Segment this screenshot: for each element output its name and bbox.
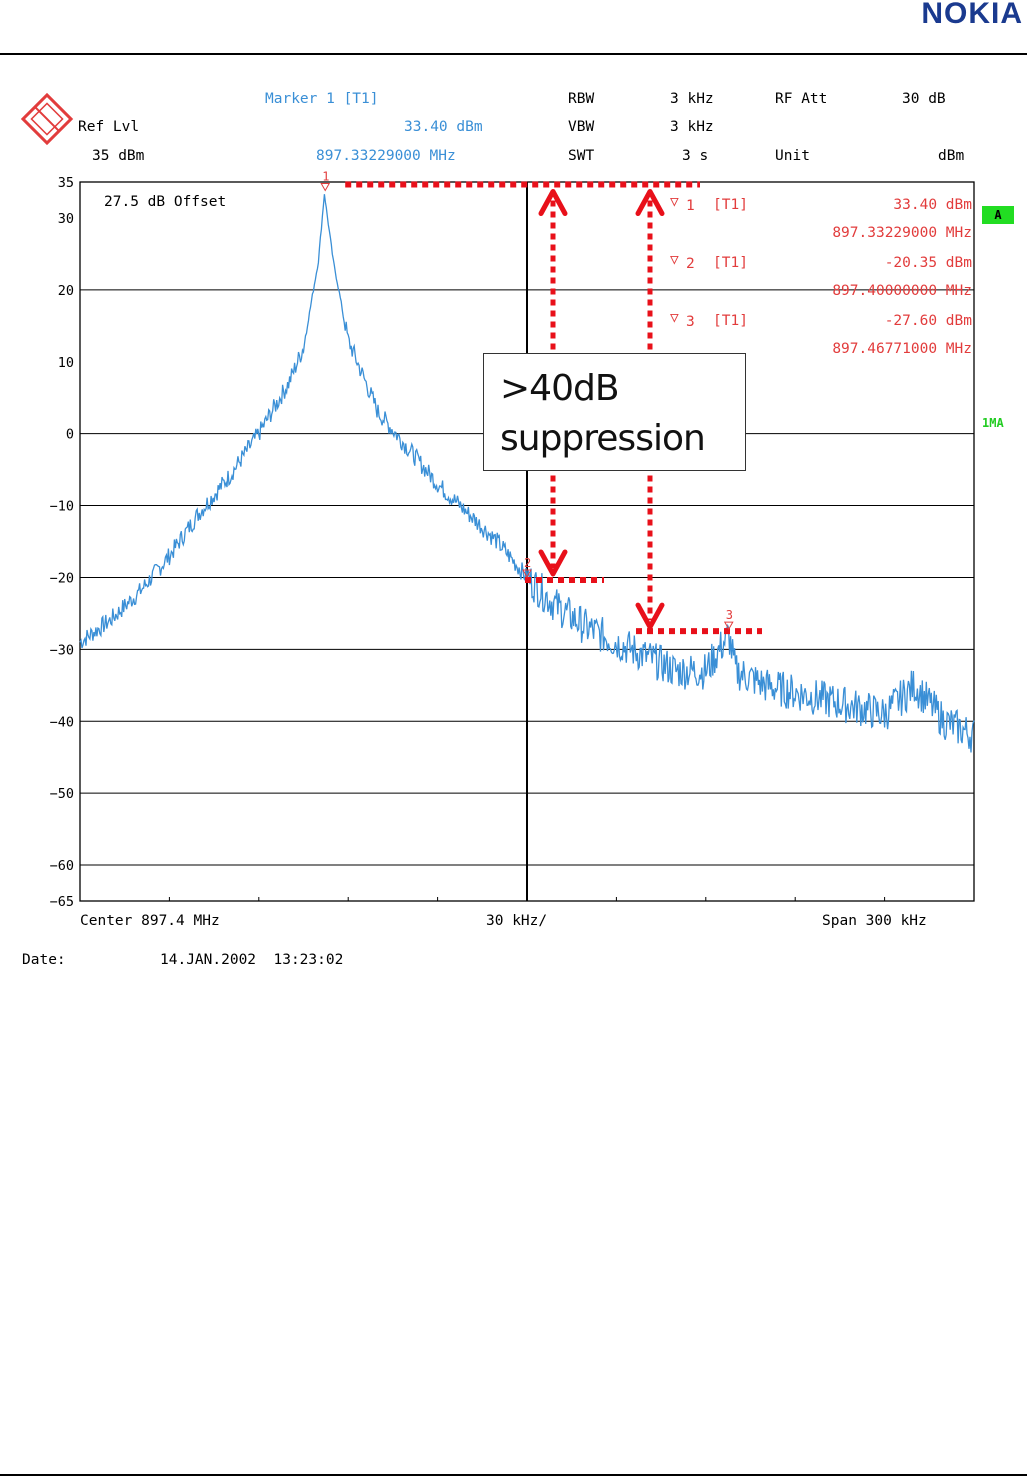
- center-frequency: Center 897.4 MHz: [80, 913, 220, 929]
- trace-mode-badge: 1MA: [982, 416, 1004, 430]
- trace-a-badge: A: [982, 206, 1014, 224]
- y-tick-label: −30: [50, 642, 74, 658]
- marker-3-number: 3: [726, 608, 733, 622]
- vbw-label: VBW: [568, 119, 595, 135]
- ref-lvl-label: Ref Lvl: [78, 119, 140, 135]
- marker-title: Marker 1 [T1]: [265, 91, 379, 107]
- rbw-label: RBW: [568, 91, 595, 107]
- y-tick-label: −65: [50, 894, 74, 910]
- spectrum-chart: 35 30 20 10 0 −10 −20 −30 −40 −50 −60 −65 1 2 3 27.5 …: [50, 170, 975, 910]
- ref-lvl-value: 35 dBm: [92, 148, 145, 164]
- grid: [79, 181, 975, 902]
- marker-2-number: 2: [524, 556, 531, 570]
- unit-value: dBm: [938, 148, 965, 164]
- swt-label: SWT: [568, 148, 595, 164]
- marker-1-triangle: [320, 183, 331, 192]
- y-tick-label: −60: [50, 858, 74, 874]
- marker-2-triangle: [522, 569, 532, 578]
- division-label: 30 kHz/: [486, 913, 548, 929]
- arrow-head-up: [538, 189, 568, 217]
- marker-frequency: 897.33229000 MHz: [316, 148, 456, 164]
- marker-3-triangle: [723, 621, 734, 631]
- offset-label: 27.5 dB Offset: [104, 194, 226, 210]
- rf-att-label: RF Att: [775, 91, 828, 107]
- nokia-logo: NOKIA: [921, 0, 1023, 30]
- swt-value: 3 s: [682, 148, 709, 164]
- marker-row-frequency: 897.46771000 MHz: [832, 341, 972, 357]
- marker-row-tag: [T1]: [713, 313, 748, 329]
- marker-row-tag: [T1]: [713, 255, 748, 271]
- span-label: Span 300 kHz: [822, 913, 927, 929]
- marker-row-id: 3: [686, 314, 695, 330]
- arrow-head-up: [635, 189, 665, 217]
- marker-row-level: -20.35 dBm: [884, 255, 972, 271]
- rbw-value: 3 kHz: [670, 91, 714, 107]
- y-tick-label: 30: [58, 211, 74, 227]
- vbw-value: 3 kHz: [670, 119, 714, 135]
- date-value: 14.JAN.2002 13:23:02: [160, 952, 344, 968]
- suppression-callout: >40dB suppression: [483, 353, 746, 471]
- bottom-rule: [0, 1474, 1027, 1476]
- y-tick-label: 20: [58, 283, 74, 299]
- y-axis-ticks: 35 30 20 10 0 −10 −20 −30 −40 −50 −60 −65: [50, 175, 74, 910]
- marker-row-triangle-icon: ▽: [670, 252, 679, 268]
- marker-row-frequency: 897.33229000 MHz: [832, 225, 972, 241]
- marker-row-level: 33.40 dBm: [893, 197, 972, 213]
- rf-att-value: 30 dB: [902, 91, 946, 107]
- y-tick-label: 10: [58, 355, 74, 371]
- top-rule: [0, 53, 1027, 55]
- callout-text: >40dB suppression: [500, 368, 706, 459]
- marker-row-tag: [T1]: [713, 197, 748, 213]
- y-tick-label: −20: [50, 570, 74, 586]
- y-tick-label: −50: [50, 786, 74, 802]
- marker-row-id: 2: [686, 256, 695, 272]
- rs-logo-icon: [20, 92, 74, 146]
- annotation-layer: [345, 181, 762, 635]
- marker-level: 33.40 dBm: [404, 119, 483, 135]
- arrow-head-down: [635, 602, 665, 630]
- y-tick-label: 35: [58, 175, 74, 191]
- unit-label: Unit: [775, 148, 810, 164]
- marker-row-triangle-icon: ▽: [670, 310, 679, 326]
- marker-1-number: 1: [322, 170, 329, 184]
- marker-layer: 1 2 3: [320, 170, 734, 631]
- arrow-head-down: [538, 549, 568, 577]
- marker-row-frequency: 897.40000000 MHz: [832, 283, 972, 299]
- y-tick-label: −40: [50, 714, 74, 730]
- marker-row-triangle-icon: ▽: [670, 194, 679, 210]
- marker-row-level: -27.60 dBm: [884, 313, 972, 329]
- marker-row-id: 1: [686, 198, 695, 214]
- date-label: Date:: [22, 952, 66, 968]
- y-tick-label: 0: [66, 427, 74, 443]
- y-tick-label: −10: [50, 499, 74, 515]
